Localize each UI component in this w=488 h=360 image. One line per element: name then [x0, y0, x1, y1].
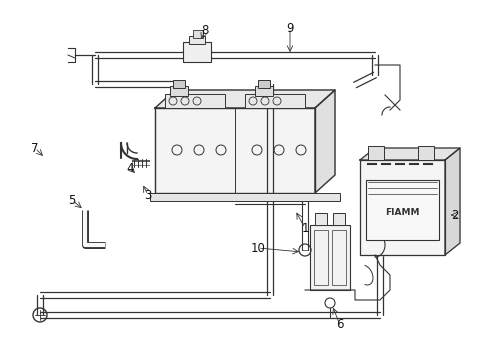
Bar: [331, 230, 346, 285]
Bar: [417, 146, 433, 160]
Bar: [365, 180, 438, 240]
Text: 6: 6: [336, 319, 343, 332]
Bar: [155, 108, 314, 193]
Polygon shape: [444, 148, 459, 255]
Bar: [170, 86, 187, 96]
Text: 8: 8: [201, 23, 208, 36]
Polygon shape: [155, 90, 334, 108]
Polygon shape: [314, 90, 334, 193]
Text: 1: 1: [301, 221, 308, 234]
Bar: [359, 160, 444, 255]
Text: 7: 7: [31, 141, 39, 154]
Text: 2: 2: [450, 208, 458, 221]
Bar: [314, 213, 326, 225]
Bar: [332, 213, 345, 225]
Bar: [183, 42, 210, 62]
Bar: [313, 230, 327, 285]
Polygon shape: [359, 160, 444, 255]
Bar: [193, 30, 203, 38]
Bar: [309, 225, 349, 290]
Bar: [189, 36, 204, 44]
Polygon shape: [155, 108, 314, 193]
Bar: [244, 94, 305, 108]
Bar: [164, 94, 224, 108]
Text: 9: 9: [285, 22, 293, 35]
Text: 10: 10: [250, 242, 265, 255]
Text: 4: 4: [126, 162, 134, 175]
Text: 3: 3: [144, 189, 151, 202]
Bar: [150, 193, 339, 201]
Polygon shape: [359, 148, 459, 160]
Bar: [367, 146, 383, 160]
Bar: [173, 80, 184, 88]
Bar: [254, 86, 272, 96]
Text: FIAMM: FIAMM: [385, 208, 419, 217]
Bar: [258, 80, 269, 88]
Text: 5: 5: [68, 194, 76, 207]
